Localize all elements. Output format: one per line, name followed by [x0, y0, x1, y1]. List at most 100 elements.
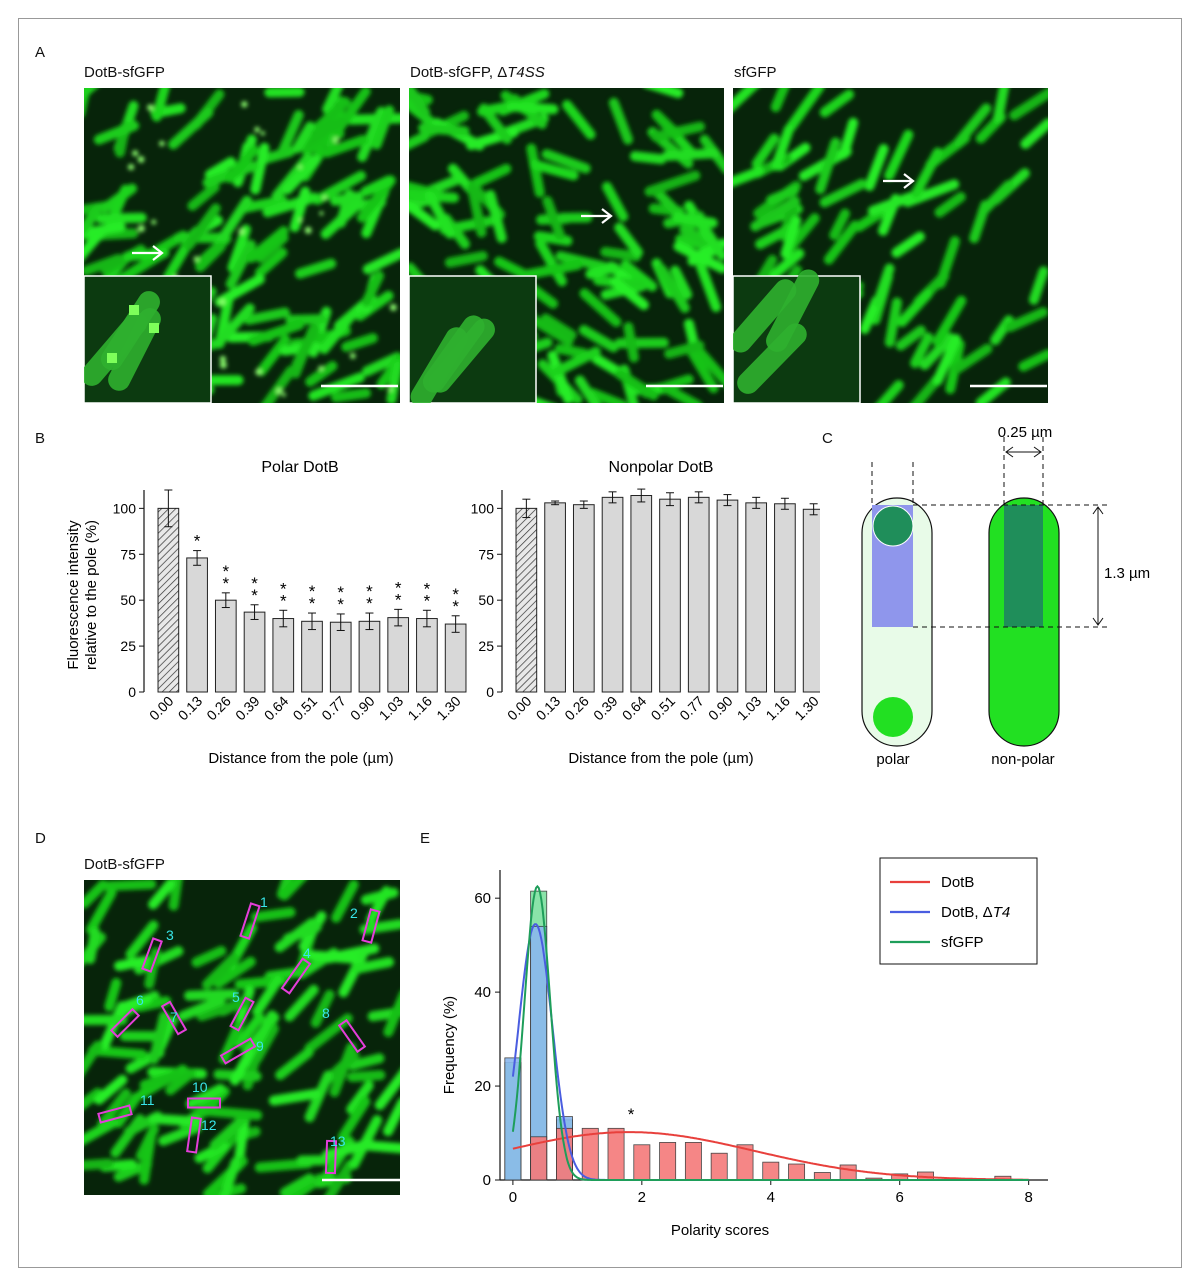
bacterium [579, 288, 622, 327]
bacterium [409, 88, 431, 118]
bacterium [310, 989, 335, 1028]
bacterium [282, 154, 321, 195]
bacterium [695, 261, 722, 313]
roi-label: 13 [330, 1133, 346, 1149]
significance-mark: * [337, 595, 344, 614]
bacterium [679, 224, 716, 248]
bacterium [123, 248, 170, 262]
y-axis-label-line1: Fluorescence intensity [65, 520, 82, 670]
bacterium [330, 388, 372, 403]
fluorescent-spot [322, 195, 328, 201]
fluorescent-spot [238, 228, 245, 235]
roi-label: 2 [350, 905, 358, 921]
bacterium [864, 144, 889, 191]
bacterium [409, 199, 441, 231]
bacterium [264, 88, 305, 98]
bacterium [252, 1023, 279, 1064]
x-tick-label: 8 [1024, 1189, 1032, 1206]
x-tick-label: 0.26 [203, 693, 234, 724]
bacterium [177, 995, 226, 1022]
bacterium [196, 996, 252, 1022]
fluorescent-spot [127, 164, 135, 171]
bacterium [786, 88, 825, 132]
significance-star-e: * [628, 1105, 635, 1124]
bacterium [243, 307, 291, 325]
fluorescent-spot [276, 387, 283, 395]
bacterium [204, 1106, 263, 1121]
bacterium [250, 142, 270, 195]
x-tick-label: 0.00 [504, 693, 535, 724]
bacterium [84, 221, 126, 240]
bacterium [148, 1113, 204, 1127]
y-tick-label: 100 [471, 500, 495, 516]
bacterium [148, 880, 176, 910]
panel-e-histogram: Polarity scores Frequency (%) * 0 20 40 60 0… [441, 857, 1048, 1239]
bacterium [873, 263, 895, 308]
micrograph-sfgfp [733, 88, 1048, 403]
fluorescent-spot [159, 140, 165, 147]
legend-label-dotb: DotB [941, 874, 974, 891]
bacterium [346, 1080, 374, 1115]
bacterium [363, 1140, 400, 1154]
error-bar [666, 492, 674, 507]
bacterium [227, 224, 251, 273]
roi-label: 8 [322, 1005, 330, 1021]
bacterium [780, 215, 802, 259]
bacterium [578, 325, 619, 353]
bacterium [905, 374, 943, 403]
y-tick-label: 0 [486, 684, 494, 700]
error-bar [780, 497, 789, 510]
fluorescent-spot [137, 225, 145, 233]
panel-label-b: B [35, 430, 46, 447]
bacterium [195, 241, 226, 273]
bacterium [697, 219, 724, 261]
arrow-marker [132, 245, 164, 261]
significance-mark: * [452, 585, 459, 604]
fluorescent-spot [219, 355, 226, 363]
panel-label-a: A [35, 44, 46, 61]
y-tick-label: 0 [128, 684, 136, 700]
fluorescent-spot [193, 256, 200, 262]
bacterium [302, 950, 359, 964]
roi-label: 3 [166, 927, 174, 943]
histogram-bar [530, 1136, 548, 1181]
y-tick-label: 100 [113, 500, 137, 516]
error-bar [809, 503, 818, 516]
roi-label: 9 [256, 1038, 264, 1054]
bacterium [919, 332, 956, 370]
bacterium [952, 343, 993, 374]
bar [659, 498, 681, 693]
fluorescent-spot [151, 219, 157, 225]
y-tick-label: 20 [474, 1078, 491, 1095]
bar [272, 618, 295, 693]
x-tick-label: 0.90 [347, 693, 378, 724]
bacterium [84, 253, 124, 276]
zoom-inset [84, 275, 212, 403]
bacterium [953, 103, 992, 148]
significance-mark: * [309, 582, 316, 601]
roi-box [219, 1037, 257, 1065]
bacterium [867, 188, 925, 216]
width-arrowhead [1033, 446, 1042, 458]
bacterium [84, 1087, 103, 1119]
roi-box [239, 902, 261, 940]
bacterium [884, 129, 914, 181]
bacterium [815, 137, 841, 195]
bacterium [95, 212, 147, 224]
bacterium [213, 956, 256, 989]
x-tick-label: 0.26 [561, 693, 592, 724]
histogram-bar [684, 1142, 702, 1181]
x-tick-label: 1.03 [734, 693, 765, 724]
bacterium [284, 984, 319, 1022]
bacterium [85, 926, 101, 965]
bacterium [383, 1097, 400, 1137]
error-bar [394, 608, 403, 627]
bacterium [209, 1109, 253, 1151]
polar-spot-top [872, 505, 914, 547]
bacterium [277, 1173, 325, 1195]
y-tick-label: 50 [478, 592, 494, 608]
micrograph-dotb-sfgfp [84, 88, 400, 403]
bacterium [320, 200, 362, 239]
significance-mark: * [223, 574, 230, 593]
bacterium [84, 1014, 128, 1026]
